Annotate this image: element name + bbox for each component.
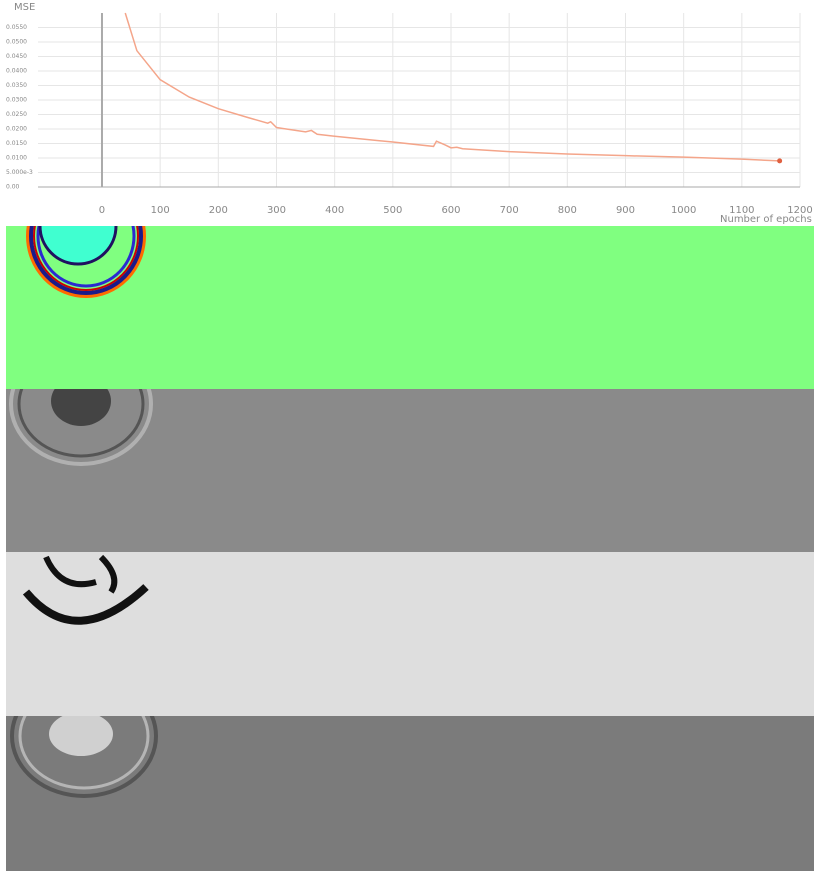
y-tick-label: 0.0500 — [6, 39, 27, 46]
y-tick-label: 0.0450 — [6, 53, 27, 60]
y-tick-label: 5.000e-3 — [6, 169, 33, 176]
x-tick-label: 0 — [99, 205, 105, 216]
x-tick-label: 300 — [267, 205, 286, 216]
y-tick-label: 0.0550 — [6, 24, 27, 31]
wavefield-image — [6, 226, 814, 389]
dark-panel — [6, 716, 814, 871]
y-axis-title: MSE — [14, 2, 35, 13]
x-tick-label: 1100 — [729, 205, 754, 216]
y-tick-label: 0.0200 — [6, 126, 27, 133]
y-tick-label: 0.0150 — [6, 140, 27, 147]
x-tick-label: 900 — [616, 205, 635, 216]
x-tick-label: 800 — [558, 205, 577, 216]
gray-image — [6, 389, 814, 552]
chart: MSE Number of epochs 0.005.000e-30.01000… — [0, 0, 814, 226]
x-tick-label: 500 — [383, 205, 402, 216]
page: {"chart_data": {"type": "line", "y_title… — [0, 0, 814, 871]
loss-line — [125, 13, 779, 161]
y-tick-label: 0.0100 — [6, 155, 27, 162]
y-tick-label: 0.00 — [6, 184, 20, 191]
x-tick-label: 700 — [500, 205, 519, 216]
x-tick-label: 200 — [209, 205, 228, 216]
x-tick-label: 600 — [441, 205, 460, 216]
x-tick-label: 1200 — [787, 205, 812, 216]
light-image — [6, 552, 814, 716]
x-tick-label: 1000 — [671, 205, 696, 216]
gray-panel — [6, 389, 814, 552]
y-tick-label: 0.0350 — [6, 82, 27, 89]
end-point — [777, 158, 782, 163]
y-tick-label: 0.0250 — [6, 111, 27, 118]
x-tick-label: 100 — [151, 205, 170, 216]
light-panel — [6, 552, 814, 716]
y-tick-label: 0.0300 — [6, 97, 27, 104]
x-tick-label: 400 — [325, 205, 344, 216]
wavefield-panel — [6, 226, 814, 389]
y-tick-label: 0.0400 — [6, 68, 27, 75]
dark-image — [6, 716, 814, 871]
